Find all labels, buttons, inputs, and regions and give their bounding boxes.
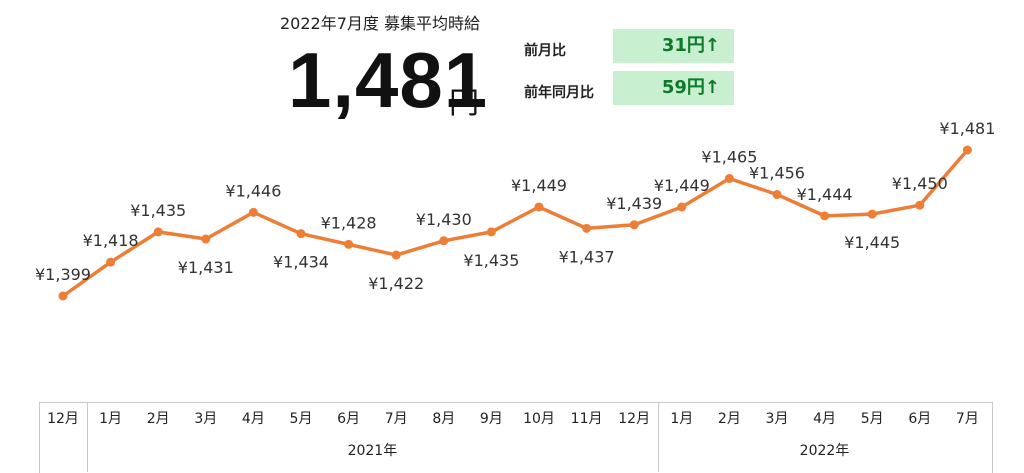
year-over-year-value: 59円↑	[613, 71, 734, 105]
data-label: ¥1,481	[939, 119, 995, 138]
x-tick-label: 3月	[765, 411, 789, 427]
year-separator	[86, 402, 88, 472]
year-separator	[658, 402, 659, 472]
data-point	[486, 227, 496, 237]
data-label: ¥1,431	[178, 258, 234, 277]
line-chart: ¥1,399 ¥1,418 ¥1,435 ¥1,431 ¥1,446 ¥1,434 ¥1,4…	[35, 119, 995, 301]
data-point	[962, 145, 972, 155]
data-label: ¥1,418	[83, 231, 139, 250]
data-label: ¥1,449	[654, 176, 710, 195]
x-tick-label: 4月	[241, 411, 265, 427]
x-tick-label: 7月	[955, 411, 979, 427]
data-point	[820, 211, 830, 221]
year-over-year-label: 前年同月比	[524, 85, 594, 101]
data-point	[153, 227, 163, 237]
x-axis-table: 12月 1月 2月 3月 4月 5月 6月 7月 8月 9月 10月 11月 12月 1月 2月 3月 4月 5月…	[39, 402, 993, 473]
x-tick-label: 4月	[813, 411, 837, 427]
data-label: ¥1,456	[749, 164, 805, 183]
data-point	[724, 173, 734, 183]
series-line	[61, 148, 969, 298]
x-tick-label: 5月	[860, 411, 884, 427]
x-tick-label: 8月	[432, 411, 456, 427]
chart-title: 2022年7月度 募集平均時給	[280, 14, 480, 33]
data-label: ¥1,449	[511, 176, 567, 195]
x-tick-label: 12月	[618, 411, 651, 427]
data-label: ¥1,444	[797, 185, 853, 204]
x-tick-label: 1月	[99, 411, 123, 427]
data-label: ¥1,434	[273, 253, 329, 272]
x-tick-label: 3月	[194, 411, 218, 427]
data-label: ¥1,399	[35, 265, 91, 284]
data-point	[344, 239, 354, 249]
data-point	[439, 236, 449, 246]
current-wage-value: 1,481	[288, 36, 489, 124]
data-label: ¥1,422	[368, 274, 424, 293]
data-label: ¥1,437	[559, 247, 615, 266]
data-label: ¥1,439	[606, 194, 662, 213]
current-wage-unit: 円	[449, 86, 479, 121]
year-label: 2021年	[347, 443, 398, 459]
month-over-month-label: 前月比	[524, 43, 566, 59]
data-point	[772, 190, 782, 200]
x-tick-label: 12月	[47, 411, 79, 427]
x-tick-label: 6月	[908, 411, 932, 427]
data-point	[915, 200, 925, 210]
x-axis-border	[39, 402, 993, 473]
data-point	[391, 250, 401, 260]
data-label: ¥1,428	[321, 213, 377, 232]
x-tick-label: 6月	[337, 411, 361, 427]
x-tick-label: 11月	[570, 411, 603, 427]
x-tick-label: 2月	[146, 411, 170, 427]
data-label: ¥1,435	[130, 201, 186, 220]
data-label: ¥1,435	[463, 251, 519, 270]
x-tick-label: 9月	[479, 411, 503, 427]
data-point	[534, 202, 544, 212]
data-label: ¥1,446	[225, 181, 281, 200]
data-point	[58, 291, 68, 301]
data-point	[867, 209, 877, 219]
data-label: ¥1,430	[416, 210, 472, 229]
data-point	[106, 257, 116, 267]
data-point	[677, 202, 687, 212]
data-point	[296, 229, 306, 239]
data-point	[629, 220, 639, 230]
data-point	[201, 234, 211, 244]
data-label: ¥1,450	[892, 174, 948, 193]
data-point	[248, 207, 258, 217]
data-label: ¥1,445	[844, 233, 900, 252]
x-tick-label: 5月	[289, 411, 313, 427]
year-label: 2022年	[799, 443, 850, 459]
data-point	[582, 223, 592, 233]
x-tick-label: 1月	[670, 411, 694, 427]
data-label: ¥1,465	[701, 147, 757, 166]
x-tick-label: 2月	[717, 411, 741, 427]
x-tick-label: 7月	[384, 411, 408, 427]
month-over-month-value: 31円↑	[613, 29, 734, 63]
x-tick-label: 10月	[523, 411, 555, 427]
